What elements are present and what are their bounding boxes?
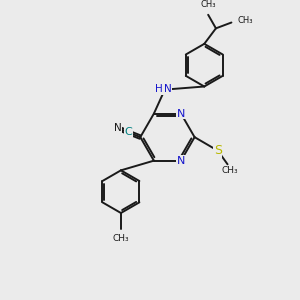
Text: CH₃: CH₃ [237,16,253,25]
Text: S: S [214,144,222,157]
Text: H: H [155,84,163,94]
Text: CH₃: CH₃ [112,234,129,243]
Text: N: N [177,109,185,118]
Text: CH₃: CH₃ [221,166,238,175]
Text: C: C [125,127,133,137]
Text: CH₃: CH₃ [200,0,216,9]
Text: N: N [164,84,171,94]
Text: N: N [177,156,185,166]
Text: N: N [114,123,122,134]
